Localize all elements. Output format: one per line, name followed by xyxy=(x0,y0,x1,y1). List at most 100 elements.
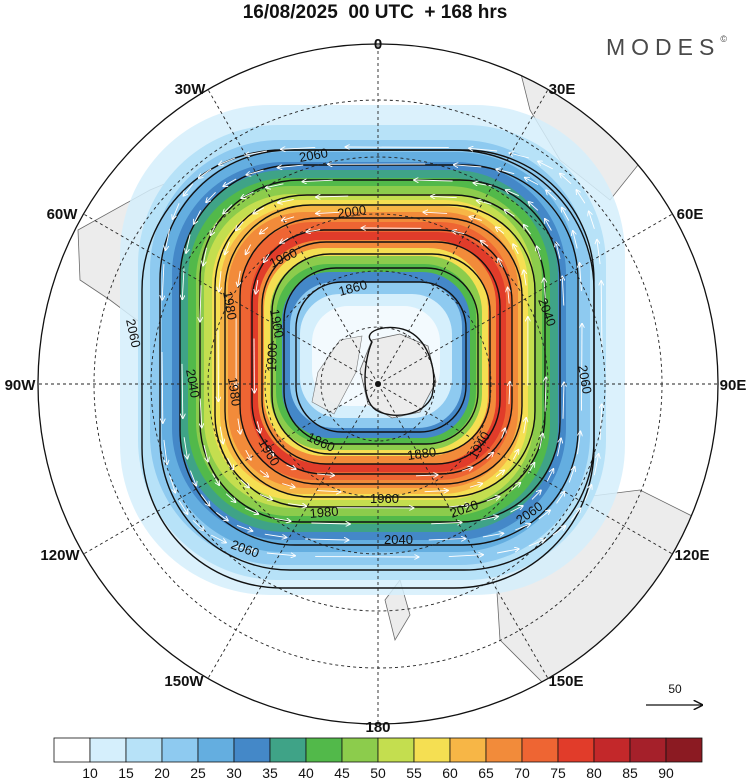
colorbar-swatch xyxy=(629,737,667,763)
wind-arrow xyxy=(469,148,498,152)
wind-arrow xyxy=(200,285,201,321)
wind-arrow xyxy=(557,439,562,457)
antarctica-core xyxy=(359,333,437,419)
colorbar-label: 35 xyxy=(262,765,278,781)
wind-arrow xyxy=(502,428,506,439)
colorbar-label: 25 xyxy=(190,765,206,781)
wind-arrow xyxy=(431,196,457,197)
wind-arrow xyxy=(496,227,505,234)
colorbar-swatch xyxy=(125,737,163,763)
contour-1920 xyxy=(261,241,501,465)
lon-label-0: 0 xyxy=(374,36,382,53)
contour-label-2040-c: 2040 xyxy=(384,532,413,547)
colorbar-label: 55 xyxy=(406,765,422,781)
colorbar-label: 90 xyxy=(658,765,674,781)
wind-arrow xyxy=(234,545,255,551)
wind-arrow xyxy=(219,271,221,291)
wind-arrow xyxy=(238,418,241,434)
wind-arrow xyxy=(216,512,228,520)
wind-arrow xyxy=(189,470,196,486)
wind-arrow xyxy=(316,196,349,197)
wind-arrow xyxy=(286,464,296,469)
lon-label-30e: 30E xyxy=(549,81,576,98)
wind-arrow xyxy=(278,198,294,202)
wind-arrow xyxy=(568,467,574,483)
wind-arrow xyxy=(563,382,564,419)
colorbar-swatch xyxy=(269,737,307,763)
map-title: 16/08/2025 00 UTC + 168 hrs xyxy=(242,2,508,23)
wind-arrow xyxy=(428,539,466,540)
wind-arrow xyxy=(582,324,583,411)
wind-arrow xyxy=(266,183,284,188)
wind-arrow xyxy=(223,204,233,214)
contour-label-2040-a: 2040 xyxy=(183,368,203,399)
wind-arrow xyxy=(223,178,237,186)
wind-arrow xyxy=(486,453,493,460)
contour-1900 xyxy=(271,253,491,455)
wind-arrow xyxy=(173,203,180,219)
graticule xyxy=(38,44,718,724)
wind-arrow xyxy=(531,490,541,500)
colorbar-swatch xyxy=(449,737,487,763)
wind-arrow xyxy=(236,221,244,231)
contour-2040 xyxy=(179,164,579,546)
wind-arrow xyxy=(524,418,527,434)
wind-arrow xyxy=(546,190,557,201)
wind-arrow xyxy=(184,183,194,196)
wind-arrow xyxy=(238,270,241,286)
wind-arrow xyxy=(538,161,554,170)
contour-1940 xyxy=(251,229,513,475)
wind-arrow xyxy=(562,277,564,306)
meridian-120e xyxy=(377,383,673,555)
wind-arrow xyxy=(264,253,270,262)
contour-1960 xyxy=(239,217,523,485)
wind-arrow xyxy=(482,533,504,538)
contour-label-1980-c: 1980 xyxy=(309,504,339,521)
contour-1880 xyxy=(283,267,479,445)
wind-arrow xyxy=(511,483,520,491)
wind-arrow xyxy=(245,150,267,155)
wind-arrow xyxy=(246,244,252,255)
colorbar-label: 30 xyxy=(226,765,242,781)
wind-arrow xyxy=(508,288,510,304)
wind-arrow xyxy=(287,504,306,507)
map-boundary xyxy=(37,43,719,725)
wind-arrow xyxy=(311,523,350,524)
vector-key-value: 50 xyxy=(668,682,682,696)
wind-arrow xyxy=(259,493,272,499)
wind-arrow xyxy=(206,191,216,202)
wind-arrow xyxy=(544,278,546,302)
wind-arrow xyxy=(169,475,176,492)
wind-arrow xyxy=(200,398,202,428)
wind-arrow xyxy=(513,244,519,255)
wind-arrow xyxy=(424,491,448,492)
wind-arrow xyxy=(271,517,291,521)
colorbar-label: 70 xyxy=(514,765,530,781)
wind-arrow xyxy=(178,500,188,514)
wind-arrow xyxy=(546,469,553,482)
colorbar-label: 45 xyxy=(334,765,350,781)
wind-arrow xyxy=(305,539,348,540)
wind-arrow xyxy=(580,263,582,292)
wind-arrow xyxy=(529,202,539,211)
wind-arrow xyxy=(219,157,236,165)
lon-label-180: 180 xyxy=(365,719,390,736)
wind-arrow xyxy=(186,234,191,253)
colorbar-label: 75 xyxy=(550,765,566,781)
meridian-30e xyxy=(377,89,549,385)
wind-arrow xyxy=(486,497,500,502)
wind-arrow xyxy=(246,169,264,175)
lon-label-120w: 120W xyxy=(40,547,80,564)
wind-arrow xyxy=(506,190,519,197)
wind-arrow xyxy=(539,434,543,450)
lon-label-90e: 90E xyxy=(720,377,747,394)
colorbar-swatch xyxy=(413,737,451,763)
wind-arrow xyxy=(496,169,515,175)
wind-arrow xyxy=(278,165,304,168)
colorbar-swatch xyxy=(341,737,379,763)
contour-label-2000: 2000 xyxy=(336,202,367,221)
wind-arrow xyxy=(266,552,295,556)
wind-arrow xyxy=(225,241,230,255)
wind-arrow xyxy=(537,246,542,260)
colorbar-label: 10 xyxy=(82,765,98,781)
